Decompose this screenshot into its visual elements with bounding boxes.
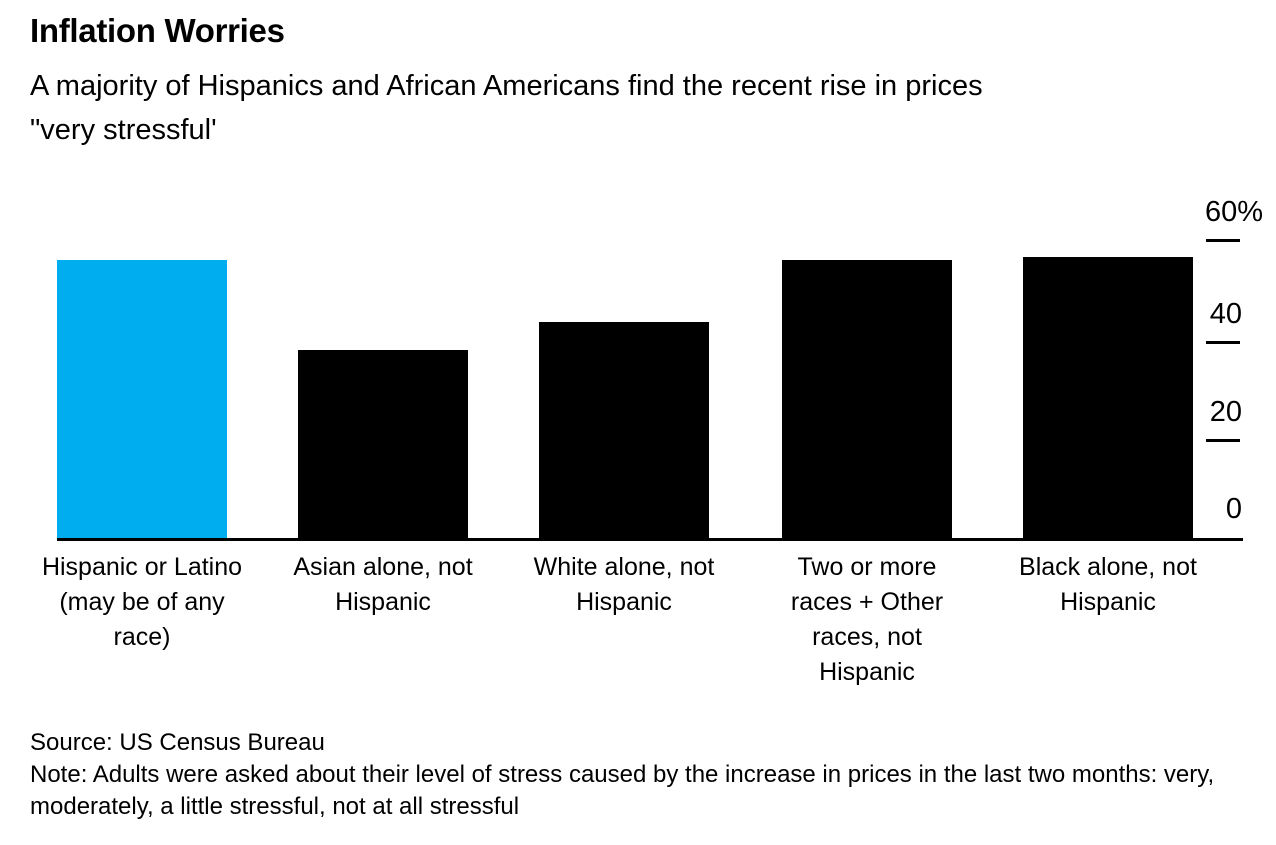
bar-black-alone xyxy=(1023,257,1193,540)
source-text: Source: US Census Bureau xyxy=(30,729,325,756)
bar-asian-alone xyxy=(298,350,468,540)
x-axis-label-two-or-more-races: Two or more races + Other races, not His… xyxy=(790,553,944,686)
note-text: Note: Adults were asked about their leve… xyxy=(30,761,1215,820)
y-tick-label-40: 40 xyxy=(1209,298,1242,330)
x-axis-line xyxy=(57,538,1243,541)
bar-two-or-more-races xyxy=(782,260,952,540)
y-tick-mark-60 xyxy=(1206,239,1240,242)
bar-hispanic-or-latino xyxy=(57,260,227,540)
y-tick-label-0: 0 xyxy=(1225,493,1242,525)
chart-subtitle: A majority of Hispanics and African Amer… xyxy=(30,70,983,146)
x-axis-label-white-alone: White alone, not Hispanic xyxy=(533,553,715,616)
plot-area xyxy=(57,240,1243,540)
y-tick-mark-20 xyxy=(1206,439,1240,442)
y-tick-label-60: 60% xyxy=(1204,196,1263,228)
y-tick-label-20: 20 xyxy=(1209,396,1242,428)
x-axis-label-hispanic-or-latino: Hispanic or Latino (may be of any race) xyxy=(41,553,243,651)
x-axis-label-black-alone: Black alone, not Hispanic xyxy=(1019,553,1197,616)
y-tick-mark-40 xyxy=(1206,341,1240,344)
chart-title: Inflation Worries xyxy=(30,12,285,49)
x-axis-label-asian-alone: Asian alone, not Hispanic xyxy=(293,553,473,616)
bar-white-alone xyxy=(539,322,709,540)
